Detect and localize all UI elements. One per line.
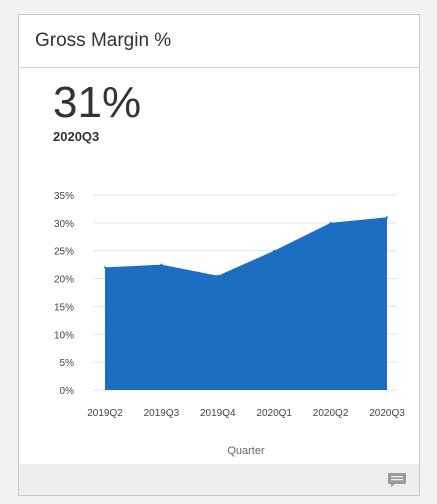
- x-tick-label: 2019Q2: [87, 408, 123, 419]
- metric-card: Gross Margin % 31% 2020Q3 0% 5% 10% 15% 20% 2…: [18, 14, 420, 496]
- x-tick-label: 2020Q3: [369, 408, 405, 419]
- card-footer: [19, 464, 419, 495]
- x-tick-label: 2019Q3: [144, 408, 180, 419]
- data-point: [160, 263, 163, 266]
- kpi-value: 31%: [53, 78, 142, 127]
- card-header: Gross Margin %: [19, 15, 419, 68]
- y-tick-label: 10%: [54, 330, 74, 341]
- area-series: [105, 217, 387, 390]
- data-point: [104, 266, 106, 269]
- comment-icon[interactable]: [387, 472, 407, 488]
- x-tick-label: 2020Q1: [256, 408, 292, 419]
- y-tick-label: 30%: [54, 219, 74, 230]
- area-chart: 0% 5% 10% 15% 20% 25% 30% 35% 2019Q2 2019Q3 2019Q4…: [54, 191, 405, 457]
- kpi-period: 2020Q3: [53, 129, 100, 144]
- y-tick-label: 5%: [60, 358, 75, 369]
- y-tick-label: 0%: [60, 386, 75, 397]
- x-tick-label: 2019Q4: [200, 408, 236, 419]
- data-point: [386, 216, 388, 219]
- y-tick-label: 20%: [54, 275, 74, 286]
- y-tick-label: 15%: [54, 302, 74, 313]
- card-title: Gross Margin %: [35, 30, 172, 51]
- y-tick-label: 35%: [54, 191, 74, 202]
- data-point: [216, 274, 219, 277]
- x-axis-label: Quarter: [227, 445, 265, 457]
- data-point: [329, 221, 332, 224]
- y-tick-label: 25%: [54, 247, 74, 258]
- x-tick-label: 2020Q2: [313, 408, 349, 419]
- data-point: [273, 249, 276, 252]
